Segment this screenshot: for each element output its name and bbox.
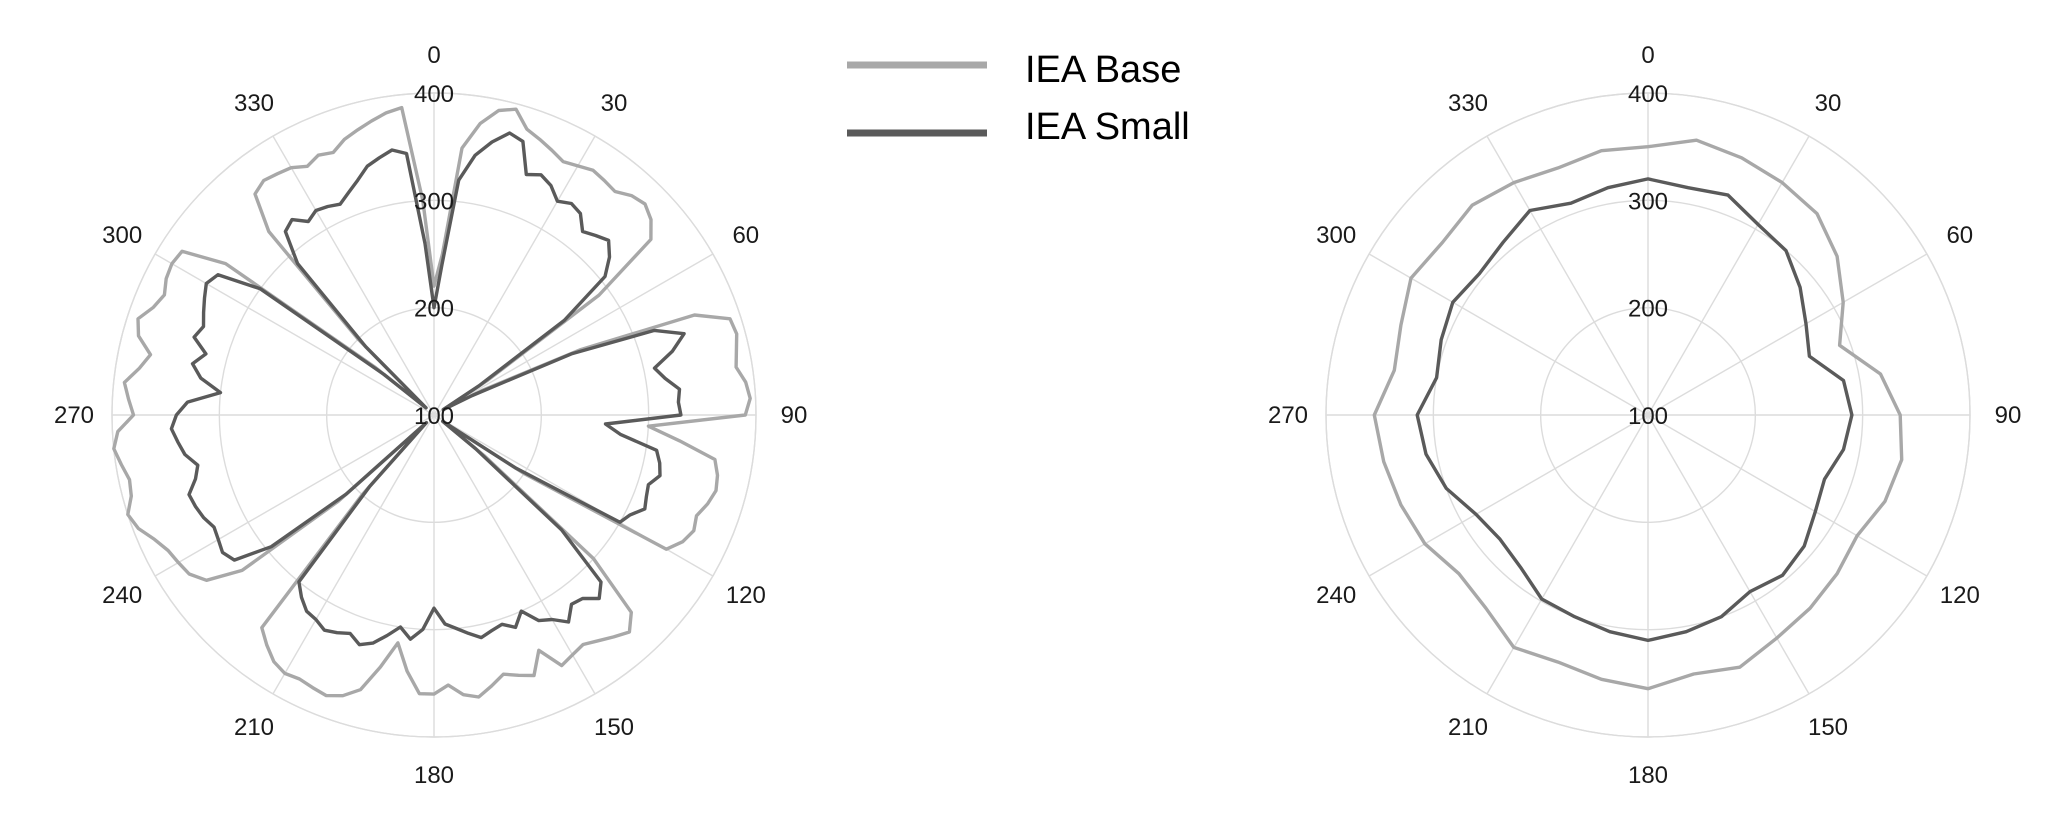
angle-tick-label-120: 120 bbox=[726, 582, 766, 609]
legend-label-iea-base: IEA Base bbox=[1025, 49, 1181, 91]
angle-tick-label-300: 300 bbox=[1316, 222, 1356, 249]
grid-spoke-300 bbox=[154, 253, 435, 416]
radial-tick-label-200: 200 bbox=[414, 296, 454, 323]
polar-chart-right: 0 30 60 90 120 150 180 210 240 270 300 330 100 200 300… bbox=[1268, 42, 2021, 789]
grid-spoke-330 bbox=[1486, 135, 1649, 416]
angle-tick-label-240: 240 bbox=[102, 582, 142, 609]
angle-tick-label-30: 30 bbox=[601, 90, 628, 117]
series-line-iea-base bbox=[1372, 138, 1904, 691]
radial-tick-label-200: 200 bbox=[1628, 296, 1668, 323]
grid-spoke-60 bbox=[1647, 253, 1928, 416]
angle-tick-label-60: 60 bbox=[1946, 222, 1973, 249]
angle-tick-label-30: 30 bbox=[1815, 90, 1842, 117]
radial-tick-label-300: 300 bbox=[414, 188, 454, 215]
angle-tick-label-270: 270 bbox=[1268, 402, 1308, 429]
polar-chart-left: 0 30 60 90 120 150 180 210 240 270 300 330 100 200 300… bbox=[54, 42, 807, 789]
grid-spoke-300 bbox=[1368, 253, 1649, 416]
legend-label-iea-small: IEA Small bbox=[1025, 106, 1190, 148]
angle-tick-label-60: 60 bbox=[732, 222, 759, 249]
angle-tick-label-150: 150 bbox=[1808, 714, 1848, 741]
grid-spoke-30 bbox=[433, 135, 596, 416]
grid-spoke-150 bbox=[433, 414, 596, 695]
angle-tick-label-90: 90 bbox=[781, 402, 808, 429]
angle-tick-label-270: 270 bbox=[54, 402, 94, 429]
grid-spoke-30 bbox=[1647, 135, 1810, 416]
grid-spoke-150 bbox=[1647, 414, 1810, 695]
grid-spoke-210 bbox=[272, 414, 435, 695]
angle-tick-label-330: 330 bbox=[234, 90, 274, 117]
radial-tick-label-100: 100 bbox=[414, 403, 454, 430]
angle-tick-label-0: 0 bbox=[1641, 42, 1654, 69]
angle-tick-label-300: 300 bbox=[102, 222, 142, 249]
grid-spoke-120 bbox=[433, 414, 714, 577]
angle-tick-label-240: 240 bbox=[1316, 582, 1356, 609]
radial-tick-label-400: 400 bbox=[1628, 81, 1668, 108]
grid-spoke-330 bbox=[272, 135, 435, 416]
angle-tick-label-180: 180 bbox=[1628, 762, 1668, 789]
angle-tick-label-120: 120 bbox=[1940, 582, 1980, 609]
series-line-iea-small bbox=[169, 131, 686, 647]
angle-tick-label-210: 210 bbox=[234, 714, 274, 741]
angle-tick-label-210: 210 bbox=[1448, 714, 1488, 741]
radial-tick-label-300: 300 bbox=[1628, 188, 1668, 215]
legend: IEA Base IEA Small bbox=[847, 49, 1190, 148]
angle-tick-label-180: 180 bbox=[414, 762, 454, 789]
angle-tick-label-0: 0 bbox=[427, 42, 440, 69]
grid-spoke-240 bbox=[154, 414, 435, 577]
grid-spoke-60 bbox=[433, 253, 714, 416]
angle-tick-label-330: 330 bbox=[1448, 90, 1488, 117]
grid-spoke-240 bbox=[1368, 414, 1649, 577]
grid-spoke-120 bbox=[1647, 414, 1928, 577]
angle-tick-label-90: 90 bbox=[1995, 402, 2022, 429]
radial-tick-label-400: 400 bbox=[414, 81, 454, 108]
series-line-iea-small bbox=[1415, 177, 1854, 643]
angle-tick-label-150: 150 bbox=[594, 714, 634, 741]
radial-tick-label-100: 100 bbox=[1628, 403, 1668, 430]
